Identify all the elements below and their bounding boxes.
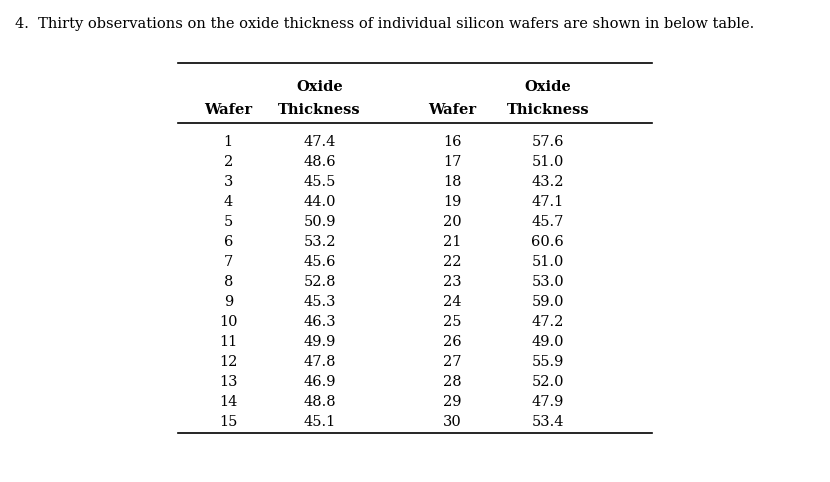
Text: 4.  Thirty observations on the oxide thickness of individual silicon wafers are : 4. Thirty observations on the oxide thic…	[15, 17, 754, 31]
Text: 45.7: 45.7	[531, 215, 564, 229]
Text: 55.9: 55.9	[531, 355, 564, 369]
Text: 46.3: 46.3	[303, 315, 336, 329]
Text: 14: 14	[219, 395, 237, 409]
Text: 45.1: 45.1	[304, 415, 335, 429]
Text: 18: 18	[443, 175, 461, 189]
Text: 1: 1	[224, 135, 232, 149]
Text: 29: 29	[443, 395, 461, 409]
Text: 57.6: 57.6	[531, 135, 564, 149]
Text: 47.2: 47.2	[531, 315, 564, 329]
Text: 24: 24	[443, 295, 461, 309]
Text: 53.2: 53.2	[303, 235, 336, 249]
Text: 11: 11	[219, 335, 237, 349]
Text: 44.0: 44.0	[303, 195, 336, 209]
Text: 47.4: 47.4	[303, 135, 336, 149]
Text: 3: 3	[223, 175, 233, 189]
Text: 23: 23	[443, 275, 461, 289]
Text: 50.9: 50.9	[303, 215, 336, 229]
Text: 20: 20	[443, 215, 461, 229]
Text: 48.6: 48.6	[303, 155, 336, 169]
Text: 19: 19	[443, 195, 461, 209]
Text: 2: 2	[223, 155, 233, 169]
Text: 30: 30	[443, 415, 461, 429]
Text: 26: 26	[443, 335, 461, 349]
Text: 4: 4	[223, 195, 233, 209]
Text: Wafer: Wafer	[204, 103, 252, 117]
Text: 7: 7	[223, 255, 233, 269]
Text: 22: 22	[443, 255, 461, 269]
Text: 45.3: 45.3	[303, 295, 336, 309]
Text: 28: 28	[443, 375, 461, 389]
Text: 47.1: 47.1	[532, 195, 564, 209]
Text: 47.9: 47.9	[531, 395, 564, 409]
Text: 27: 27	[443, 355, 461, 369]
Text: 49.9: 49.9	[303, 335, 336, 349]
Text: 45.6: 45.6	[303, 255, 336, 269]
Text: 5: 5	[223, 215, 233, 229]
Text: 52.0: 52.0	[531, 375, 564, 389]
Text: 16: 16	[443, 135, 461, 149]
Text: 60.6: 60.6	[531, 235, 564, 249]
Text: 13: 13	[219, 375, 237, 389]
Text: 8: 8	[223, 275, 233, 289]
Text: 48.8: 48.8	[303, 395, 336, 409]
Text: 53.4: 53.4	[531, 415, 564, 429]
Text: 15: 15	[219, 415, 237, 429]
Text: 10: 10	[219, 315, 237, 329]
Text: 53.0: 53.0	[531, 275, 564, 289]
Text: 52.8: 52.8	[303, 275, 336, 289]
Text: 6: 6	[223, 235, 233, 249]
Text: 59.0: 59.0	[531, 295, 564, 309]
Text: 25: 25	[443, 315, 461, 329]
Text: 12: 12	[219, 355, 237, 369]
Text: 45.5: 45.5	[303, 175, 336, 189]
Text: Thickness: Thickness	[278, 103, 361, 117]
Text: Thickness: Thickness	[506, 103, 589, 117]
Text: 49.0: 49.0	[531, 335, 564, 349]
Text: Oxide: Oxide	[525, 80, 571, 94]
Text: 43.2: 43.2	[531, 175, 564, 189]
Text: 47.8: 47.8	[303, 355, 336, 369]
Text: 9: 9	[223, 295, 233, 309]
Text: Oxide: Oxide	[296, 80, 343, 94]
Text: 46.9: 46.9	[303, 375, 336, 389]
Text: 21: 21	[443, 235, 461, 249]
Text: 51.0: 51.0	[531, 155, 564, 169]
Text: Wafer: Wafer	[428, 103, 476, 117]
Text: 17: 17	[443, 155, 461, 169]
Text: 51.0: 51.0	[531, 255, 564, 269]
